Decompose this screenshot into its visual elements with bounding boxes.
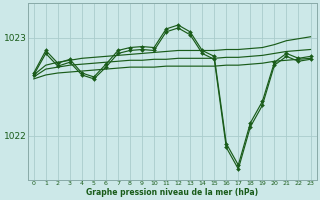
X-axis label: Graphe pression niveau de la mer (hPa): Graphe pression niveau de la mer (hPa)	[86, 188, 258, 197]
